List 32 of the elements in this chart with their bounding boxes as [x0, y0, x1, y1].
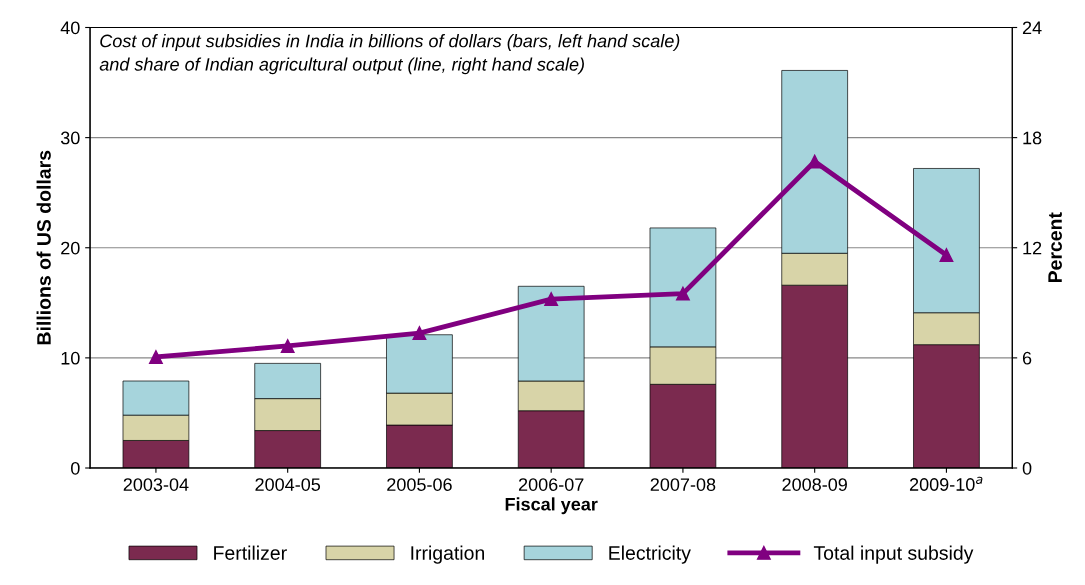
y2-tick-label: 12: [1023, 241, 1042, 255]
legend-label: Electricity: [609, 545, 691, 564]
y-tick-label: 30: [60, 131, 80, 145]
x-tick-label: 2003-04: [123, 478, 189, 491]
y-tick-label: 40: [60, 21, 80, 35]
y2-tick-label: 0: [1022, 461, 1032, 475]
point: [939, 248, 954, 263]
legend-label: Total input subsidy: [813, 545, 974, 564]
y2-tick-label: 6: [1022, 351, 1032, 365]
y2-tick-label: 24: [1022, 21, 1042, 35]
x-tick-label: 2007-08: [650, 478, 716, 491]
y-tick-label: 0: [71, 461, 80, 475]
legend-label: Fertilizer: [214, 545, 287, 560]
point: [148, 350, 163, 364]
legend-label: Irrigation: [411, 545, 484, 564]
x-tick-label: 2004-05: [255, 478, 321, 491]
point: [412, 326, 427, 341]
y-tick-label: 20: [61, 241, 80, 255]
x-axis-title: Fiscal year: [505, 497, 598, 515]
point: [280, 338, 295, 353]
y-axis-title: Billions of US dollars: [36, 150, 51, 345]
x-tick-label: 2006-07: [518, 478, 584, 491]
point: [807, 154, 822, 169]
x-tick-label: 2005-06: [387, 478, 452, 491]
y2-axis-title: Percent: [1048, 212, 1062, 283]
text: Cost of input subsidies in India in billions of dollars (bars, left hand scale) and share of Indian agricultural output (line, right hand scale): [99, 34, 680, 75]
y-tick-label: 10: [61, 351, 80, 365]
x-tick-label: 2008-09: [782, 478, 847, 491]
point: [544, 292, 559, 307]
x-tick-label: 2009-10$^{a}$: [909, 476, 983, 491]
point: [675, 286, 690, 301]
y2-tick-label: 18: [1023, 131, 1042, 145]
